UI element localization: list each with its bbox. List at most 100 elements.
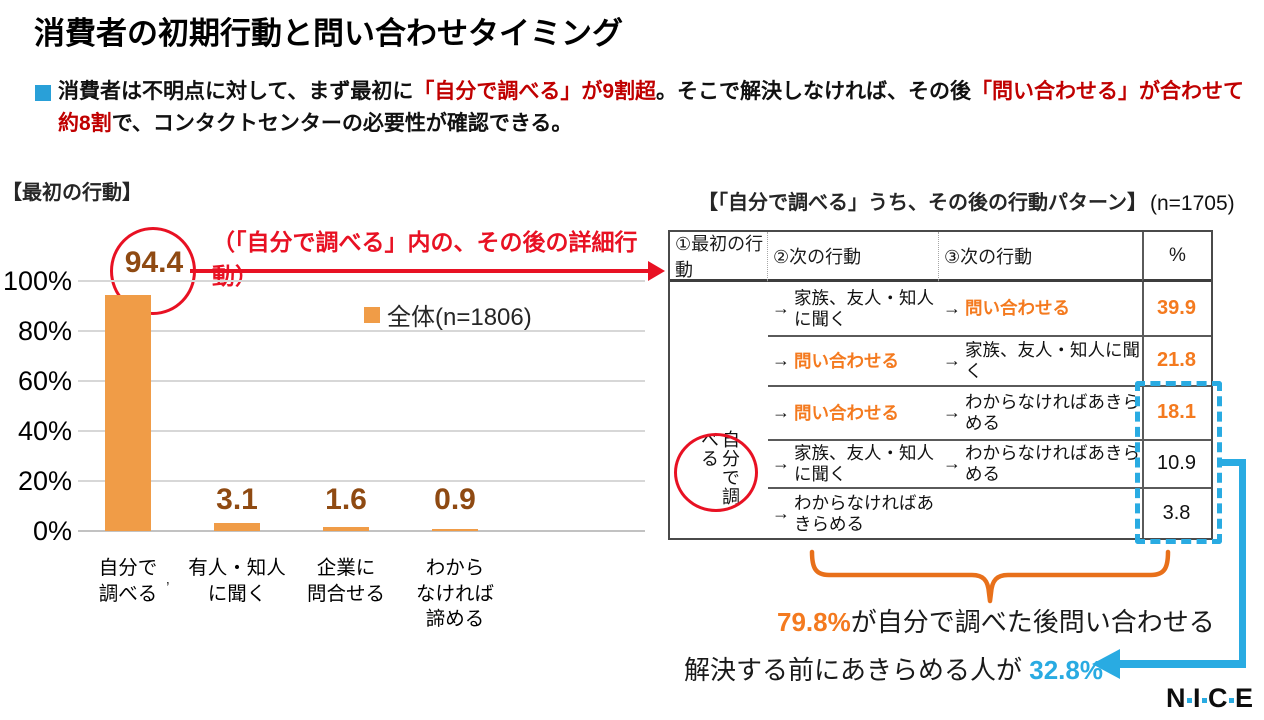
arrow-icon: → xyxy=(772,297,790,318)
legend-swatch-icon xyxy=(364,306,380,323)
table-cell-percent: 39.9 xyxy=(1142,282,1211,335)
blue-connector-stub xyxy=(1220,459,1244,466)
table-cell-second-action: → 問い合わせる xyxy=(768,335,939,385)
arrow-icon: → xyxy=(943,297,961,318)
bar xyxy=(105,295,151,531)
callout-contact-percent: 79.8% xyxy=(777,607,851,637)
arrow-icon: → xyxy=(772,502,790,523)
bar-value-label: 1.6 xyxy=(325,483,367,516)
lead-segment: 「問い合わせる」が合わせて約8割 xyxy=(58,80,1245,135)
arrow-icon: → xyxy=(943,453,961,474)
first-action-circle xyxy=(674,433,758,512)
cell-text: わからなければあきらめる xyxy=(965,443,1140,484)
page-title: 消費者の初期行動と問い合わせタイミング xyxy=(34,16,623,51)
gridline xyxy=(78,430,645,432)
table-header-first-action: ①最初の行動 xyxy=(670,232,768,282)
table-cell-percent: 21.8 xyxy=(1142,335,1211,385)
y-axis-tick: 60% xyxy=(17,366,72,396)
logo-letter: E xyxy=(1235,683,1254,713)
table-cell-third-action: → 家族、友人・知人に聞く xyxy=(939,335,1142,385)
bullet-icon xyxy=(35,85,51,101)
table-cell-second-action: → 家族、友人・知人に聞く xyxy=(768,439,939,487)
table-cell-second-action: → わからなければあきらめる xyxy=(768,487,939,538)
y-axis-tick: 0% xyxy=(32,516,72,546)
table-cell-third-action: → わからなければあきらめる xyxy=(939,439,1142,487)
callout-contact-text: が自分で調べた後問い合わせる xyxy=(850,607,1215,637)
legend-label: 全体(n=1806) xyxy=(387,304,532,331)
first-action-merged-cell: 自分で調べる xyxy=(670,282,768,538)
table-header-third-action: ③次の行動 xyxy=(939,232,1142,282)
bar xyxy=(323,527,369,531)
gridline xyxy=(78,330,645,332)
red-arrow-head-icon xyxy=(648,261,665,281)
gridline xyxy=(78,530,645,532)
chart-legend: 全体(n=1806) xyxy=(364,297,532,332)
blue-connector-horizontal xyxy=(1118,660,1246,668)
callout-contact-after-search: 79.8%が自分で調べた後問い合わせる xyxy=(777,602,1215,639)
cell-text: 問い合わせる xyxy=(794,402,899,423)
table-sample-size: (n=1705) xyxy=(1150,192,1235,215)
cell-text: 家族、友人・知人に聞く xyxy=(794,287,934,329)
table-cell-third-action: → 問い合わせる xyxy=(939,282,1142,335)
category-label: わから なければ 諦める xyxy=(415,557,494,631)
table-title: 【「自分で調べる」うち、その後の行動パターン】 xyxy=(698,192,1147,214)
callout-giveup-percent: 32.8% xyxy=(1029,655,1103,685)
arrow-icon: → xyxy=(943,402,961,423)
lead-segment: 「自分で調べる」が9割超 xyxy=(413,80,657,103)
category-label: 企業に 問合せる xyxy=(306,557,385,605)
lead-segment: 消費者は不明点に対して、まず最初に xyxy=(58,80,414,103)
chart-annotation: （「自分で調べる」内の、その後の詳細行動） xyxy=(212,229,638,289)
blue-arrow-head-icon xyxy=(1092,649,1120,679)
red-arrow-line xyxy=(190,269,650,273)
table-cell-third-action: → わからなければあきらめる xyxy=(939,385,1142,439)
y-axis-tick: 40% xyxy=(17,416,72,446)
category-label: 有人・知人 に聞く xyxy=(188,557,286,605)
arrow-icon: → xyxy=(772,350,790,371)
cell-text: わからなければあきらめる xyxy=(794,492,934,534)
table-cell-percent: 10.9 xyxy=(1142,439,1211,487)
lead-segment: 。そこで解決しなければ、その後 xyxy=(656,80,972,103)
cell-text: 問い合わせる xyxy=(794,350,899,371)
first-action-bar-chart: （「自分で調べる」内の、その後の詳細行動） 全体(n=1806) ’ 0% 20%… xyxy=(0,220,665,650)
gridline xyxy=(78,280,645,282)
table-cell-percent: 18.1 xyxy=(1142,385,1211,439)
cell-text: 家族、友人・知人に聞く xyxy=(794,443,934,484)
arrow-icon: → xyxy=(772,453,790,474)
bar xyxy=(214,523,260,531)
arrow-icon: → xyxy=(772,402,790,423)
table-header-percent: % xyxy=(1142,232,1211,282)
callout-giveup-text: 解決する前にあきらめる人が xyxy=(684,655,1030,685)
behavior-pattern-table: ①最初の行動 ②次の行動 ③次の行動 % 自分で調べる → 家族、友人・知人に聞く… xyxy=(668,230,1213,540)
bar-value-label: 0.9 xyxy=(434,483,476,516)
gridline xyxy=(78,480,645,482)
logo-dot-icon xyxy=(1202,697,1208,703)
lead-text: 消費者は不明点に対して、まず最初に「自分で調べる」が9割超。そこで解決しなければ… xyxy=(58,76,1250,139)
logo-letter: I xyxy=(1193,683,1202,713)
blue-connector-vertical xyxy=(1239,459,1246,667)
bar-value-label: 94.4 xyxy=(124,246,184,279)
bar xyxy=(432,528,478,531)
logo-letter: N xyxy=(1166,683,1186,713)
logo-letter: C xyxy=(1208,683,1229,713)
y-axis-tick: 100% xyxy=(2,266,72,296)
y-axis-tick: 80% xyxy=(17,316,72,346)
arrow-icon: → xyxy=(943,350,961,371)
cell-text: 家族、友人・知人に聞く xyxy=(965,340,1140,381)
table-header-second-action: ②次の行動 xyxy=(768,232,939,282)
cell-text: 問い合わせる xyxy=(965,298,1070,319)
table-cell-second-action: → 問い合わせる xyxy=(768,385,939,439)
orange-brace xyxy=(809,549,1171,604)
logo-dot-icon xyxy=(1229,697,1235,703)
table-cell-percent: 3.8 xyxy=(1142,487,1211,538)
callout-giveup: 解決する前にあきらめる人が 32.8% xyxy=(684,650,1103,687)
chart-section-label: 【最初の行動】 xyxy=(2,182,142,204)
table-cell-third-action xyxy=(939,487,1142,538)
lead-segment: で、コンタクトセンターの必要性が確認できる。 xyxy=(111,111,573,135)
category-label: 自分で 調べる xyxy=(98,557,158,605)
logo-dot-icon xyxy=(1187,697,1192,703)
y-axis-tick: 20% xyxy=(17,466,72,496)
gridline xyxy=(78,380,645,382)
cell-text: わからなければあきらめる xyxy=(965,392,1140,433)
